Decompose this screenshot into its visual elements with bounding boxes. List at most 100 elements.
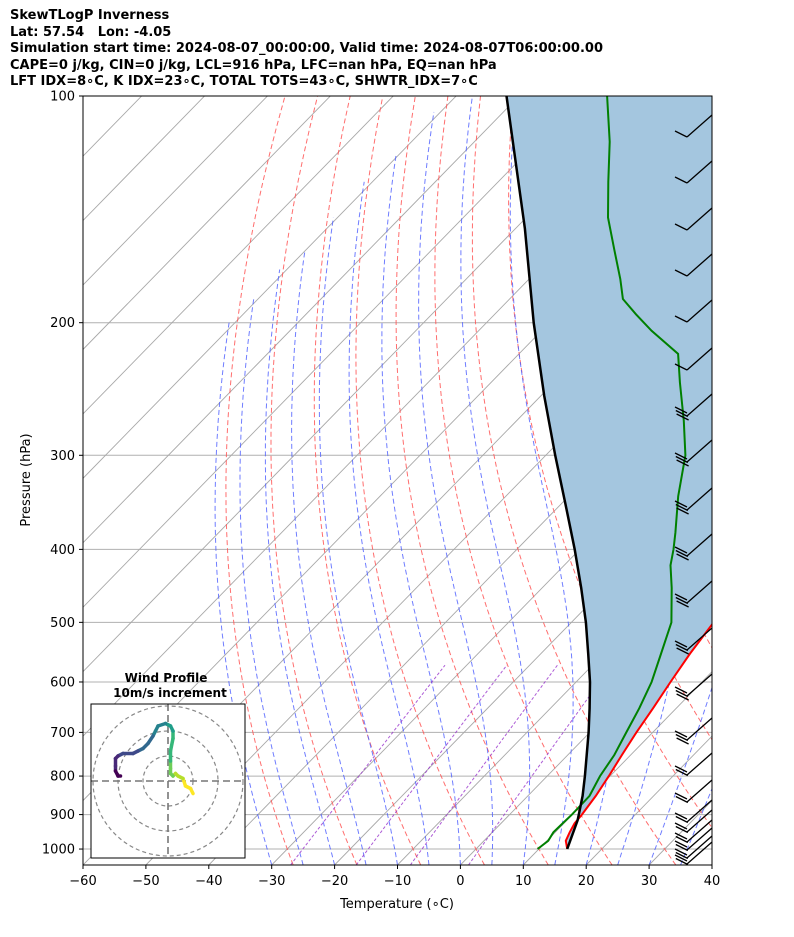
moist-adiabat [264,269,336,865]
wind-barb-flag [676,553,689,561]
wind-barb-flag [674,812,688,820]
mixing-ratio-line [468,664,613,865]
wind-barb [674,207,713,231]
wind-barb-flag [674,640,688,648]
dry-adiabat [708,96,712,134]
wind-barb-flag [675,825,689,834]
y-tick-label: 1000 [42,843,75,858]
wind-barb-flag [675,835,689,844]
x-tick-label: 0 [456,874,464,889]
wind-barb-flag [676,507,689,515]
cape-cin-shading [506,96,712,849]
wind-barb-flag [676,459,689,467]
wind-barb [674,819,713,844]
wind-barb-flag [674,406,688,414]
indices-line: LFT IDX=8∘C, K IDX=23∘C, TOTAL TOTS=43∘C… [10,74,478,89]
wind-barb-staff [686,673,713,697]
wind-barb-flag [675,843,689,852]
wind-barb [674,779,713,804]
mixing-ratio-line [355,664,508,865]
wind-barb-flag [674,363,688,371]
isotherm-line [83,96,269,286]
profile-lines [505,96,712,850]
wind-barb-staff [686,347,713,371]
x-tick-label: −50 [132,874,159,889]
wind-barb [674,160,713,184]
isotherm-line [83,96,394,415]
isotherm-line [83,96,583,608]
hodograph: Wind Profile 10m/s increment [90,671,246,859]
isotherm-line [83,96,206,222]
wind-barb-flag [674,822,688,830]
wind-barb [674,580,713,608]
wind-barb-flag [675,689,689,698]
dry-adiabat [774,96,794,865]
wind-barb-flag [674,854,688,862]
dry-adiabat [313,96,422,865]
wind-barb-flag [675,643,689,652]
wind-barb [674,439,713,467]
wind-barb [674,393,713,421]
moist-adiabat [239,297,304,865]
wind-barb-flag [674,686,688,694]
wind-barb [674,347,713,371]
y-tick-label: 400 [50,543,75,558]
wind-barb-staff [686,393,713,417]
wind-barb-flag [676,600,689,608]
wind-barb-flag [675,409,689,418]
isotherm-line [83,96,457,479]
wind-barb-flag [674,730,688,738]
wind-barb-flag [674,176,688,184]
wind-barb [674,841,713,866]
wind-barb-flag [675,503,689,512]
dry-adiabat [395,96,549,865]
wind-barb-flag [674,765,688,773]
temperature-line [564,622,712,850]
wind-barb [674,799,713,824]
chart-header: SkewTLogP Inverness Lat: 57.54 Lon: -4.0… [10,8,603,91]
wind-barb-flag [675,596,689,605]
isotherm-line [334,477,712,865]
wind-barb-staff [686,779,713,803]
wind-barb-flag [674,315,688,323]
x-tick-label: 30 [641,874,658,889]
wind-barb-staff [686,835,713,859]
dry-adiabat [225,96,294,865]
moist-adiabat [318,217,398,865]
wind-barb-flag [674,840,688,848]
y-tick-label: 200 [50,316,75,331]
wind-barb [674,299,713,323]
wind-barb [674,533,713,561]
wind-barb-staff [686,160,713,184]
isotherm-line [397,542,712,865]
wind-barb-staff [686,717,713,741]
cape-cin-area [506,96,712,849]
wind-barb [674,717,713,745]
wind-barb-staff [686,627,713,651]
wind-barb-flag [674,593,688,601]
moist-adiabat [291,249,367,865]
wind-barb [674,827,713,852]
wind-barb-staff [686,827,713,851]
stability-line: CAPE=0 j/kg, CIN=0 j/kg, LCL=916 hPa, LF… [10,57,497,73]
wind-barb-staff [686,299,713,323]
wind-barb-flag [674,848,688,856]
x-tick-label: 20 [578,874,595,889]
wind-barb-staff [686,533,713,557]
isotherm-line [775,62,794,865]
wind-barb [674,487,713,515]
wind-barb-staff [686,439,713,463]
wind-barb-flag [674,546,688,554]
wind-barb-flag [675,857,689,866]
location-line: Lat: 57.54 Lon: -4.05 [10,24,172,40]
y-tick-label: 900 [50,808,75,823]
hodograph-frame [90,703,246,859]
parcel-line [505,96,592,850]
wind-barb-flag [676,737,689,745]
y-tick-label: 100 [50,90,75,105]
mixing-ratio-line [409,664,558,865]
dry-adiabat [741,96,794,865]
wind-barb-staff [686,207,713,231]
wind-barb-flag [676,413,689,421]
wind-barb-staff [686,114,713,138]
